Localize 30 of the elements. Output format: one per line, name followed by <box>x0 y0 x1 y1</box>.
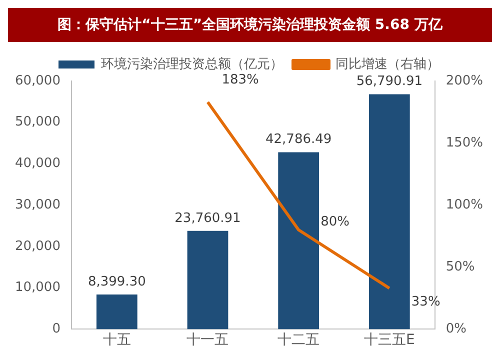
y2-tick-label: 200% <box>446 73 484 88</box>
legend-label: 同比增速（右轴） <box>336 56 440 72</box>
x-tick-label: 十五 <box>102 332 131 348</box>
y-tick-label: 10,000 <box>14 280 60 296</box>
y-tick-label: 40,000 <box>14 156 60 172</box>
data-label: 56,790.91 <box>356 74 422 90</box>
y-tick-label: 50,000 <box>14 114 60 130</box>
y-tick-label: 60,000 <box>14 73 60 88</box>
data-label: 8,399.30 <box>88 274 146 290</box>
x-tick-label: 十二五 <box>278 332 320 348</box>
x-tick-label: 十三五E <box>364 332 415 348</box>
bar <box>278 152 320 330</box>
data-label: 42,786.49 <box>265 132 332 148</box>
legend-label: 环境污染治理投资总额（亿元） <box>101 56 283 72</box>
y2-tick-label: 0% <box>446 322 466 337</box>
data-label: 23,760.91 <box>174 210 241 226</box>
y-tick-label: 30,000 <box>14 197 60 212</box>
y2-tick-label: 150% <box>446 135 484 150</box>
y-tick-label: 20,000 <box>14 238 60 254</box>
data-label: 33% <box>411 294 440 310</box>
y2-tick-label: 50% <box>446 260 475 275</box>
bar <box>187 230 228 330</box>
data-label: 80% <box>320 214 350 230</box>
x-tick-label: 十一五 <box>186 332 229 348</box>
y2-tick-label: 100% <box>446 197 484 212</box>
bar <box>368 94 410 330</box>
data-label: 183% <box>222 72 259 88</box>
y-tick-label: 0 <box>52 322 60 337</box>
chart-title: 图：保守估计“十三五”全国环境污染治理投资金额 5.68 万亿 <box>8 8 492 42</box>
bar <box>96 294 138 330</box>
